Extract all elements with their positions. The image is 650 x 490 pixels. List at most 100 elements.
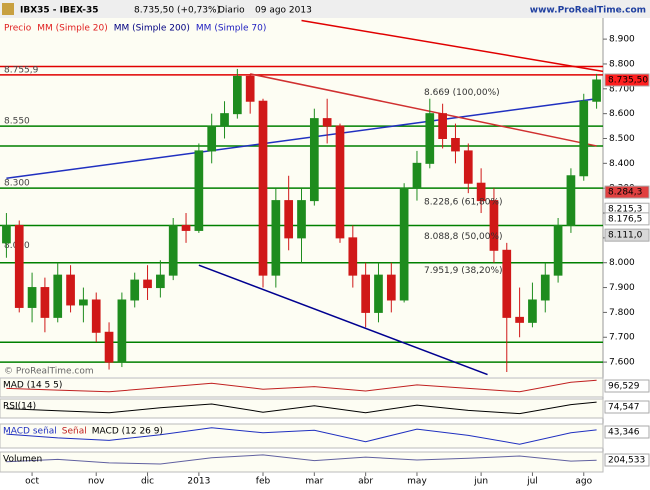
candle-body — [271, 200, 281, 276]
candle-body — [386, 274, 396, 301]
candle-body — [207, 125, 217, 152]
price-tag-label: 8.735,50 — [608, 75, 648, 85]
candle-body — [297, 200, 306, 239]
candle-body — [130, 279, 140, 301]
candle-body — [322, 118, 332, 127]
x-tick-label: jun — [473, 477, 488, 487]
candle-body — [53, 274, 63, 318]
candle-body — [156, 274, 165, 289]
candle-body — [104, 331, 114, 363]
value-tag-label: 204,533 — [608, 456, 645, 466]
y-tick-label: 7.600 — [609, 358, 635, 368]
legend-entry: MM (Simple 200) — [114, 24, 190, 34]
candle-body — [233, 75, 242, 115]
panel-label: MACD (12 26 9) — [92, 427, 163, 437]
fib-label: 8.228,6 (61,80%) — [424, 197, 503, 207]
y-tick-label: 7.700 — [609, 333, 635, 343]
candle-body — [399, 187, 409, 301]
panel-line — [6, 454, 597, 465]
value-tag — [604, 453, 650, 467]
fib-label: 8.088,8 (50,00%) — [424, 232, 503, 242]
y-tick-label: 8.600 — [609, 109, 635, 119]
price: 8.735,50 (+0,73%) — [134, 6, 220, 16]
value-tag — [604, 425, 650, 439]
candle-body — [361, 274, 370, 313]
candle-body — [220, 113, 229, 127]
x-tick-label: abr — [358, 477, 373, 487]
date: 09 ago 2013 — [255, 6, 312, 16]
site: www.ProRealTime.com — [530, 6, 646, 16]
candle-body — [451, 137, 460, 152]
candle-body — [566, 175, 576, 226]
candle-body — [425, 113, 435, 164]
legend-entry: MM (Simple 20) — [37, 24, 107, 34]
candle-body — [117, 299, 127, 363]
panel — [0, 423, 604, 449]
panel-line — [6, 379, 597, 393]
copyright: © ProRealTime.com — [4, 367, 94, 377]
y-tick-label: 8.800 — [609, 59, 635, 69]
candle-body — [168, 224, 178, 276]
value-tag-label: 43,346 — [608, 428, 640, 438]
value-tag — [604, 400, 650, 414]
panel-line — [6, 427, 597, 445]
candle-body — [143, 279, 152, 289]
candle-body — [463, 150, 473, 184]
symbol: IBX35 - IBEX-35 — [20, 6, 99, 16]
x-tick-label: ago — [575, 477, 592, 487]
panel — [0, 451, 604, 473]
value-tag-label: 74,547 — [608, 403, 640, 413]
legend-entry: MM (Simple 70) — [196, 24, 266, 34]
period: Diario — [218, 6, 245, 16]
level-label: 8.755,9 — [4, 65, 39, 75]
candle-body — [194, 150, 204, 231]
x-tick-label: feb — [256, 477, 271, 487]
candle-body — [14, 224, 24, 308]
level-label: 8.550 — [4, 117, 30, 127]
trend-line — [6, 98, 597, 179]
price-tag-label: 8.111,0 — [608, 231, 643, 241]
candle-body — [528, 299, 537, 323]
candle-body — [348, 237, 358, 276]
trend-line — [301, 19, 604, 73]
level-label: 8.300 — [4, 179, 30, 189]
value-tag — [604, 379, 650, 393]
candle-body — [40, 287, 50, 318]
panel-label: Señal — [62, 427, 87, 437]
x-tick-label: oct — [25, 477, 39, 487]
price-tag — [604, 228, 650, 242]
price-tag — [604, 185, 650, 199]
panel-label: RSI(14) — [3, 402, 36, 412]
panel — [0, 398, 604, 419]
header-bar — [0, 0, 650, 18]
y-tick-label: 8.500 — [609, 134, 635, 144]
panel-label: MAD (14 5 5) — [3, 381, 62, 391]
x-tick-label: nov — [88, 477, 105, 487]
y-tick-label: 7.800 — [609, 308, 635, 318]
icon — [2, 3, 14, 15]
candle-body — [540, 274, 550, 301]
candle-body — [502, 249, 512, 318]
candle-body — [258, 100, 268, 276]
panel-line — [6, 401, 597, 415]
x-tick-label: jul — [526, 477, 538, 487]
candle-body — [553, 224, 563, 276]
panel-label: MACD señal — [3, 427, 57, 437]
trend-line — [198, 264, 488, 376]
fib-label: 7.951,9 (38,20%) — [424, 266, 503, 276]
x-tick-label: mar — [305, 477, 323, 487]
panel-label: Volumen — [3, 455, 42, 465]
candle-body — [181, 224, 191, 231]
legend-entry: Precio — [4, 24, 32, 34]
x-tick-label: 2013 — [187, 477, 210, 487]
candle-body — [79, 299, 88, 306]
y-tick-label: 8.900 — [609, 35, 635, 45]
candle-body — [592, 79, 601, 102]
candle-body — [284, 200, 294, 239]
candle-body — [579, 100, 589, 177]
x-tick-label: dic — [141, 477, 154, 487]
candle-body — [374, 274, 383, 313]
y-tick-label: 7.900 — [609, 283, 635, 293]
